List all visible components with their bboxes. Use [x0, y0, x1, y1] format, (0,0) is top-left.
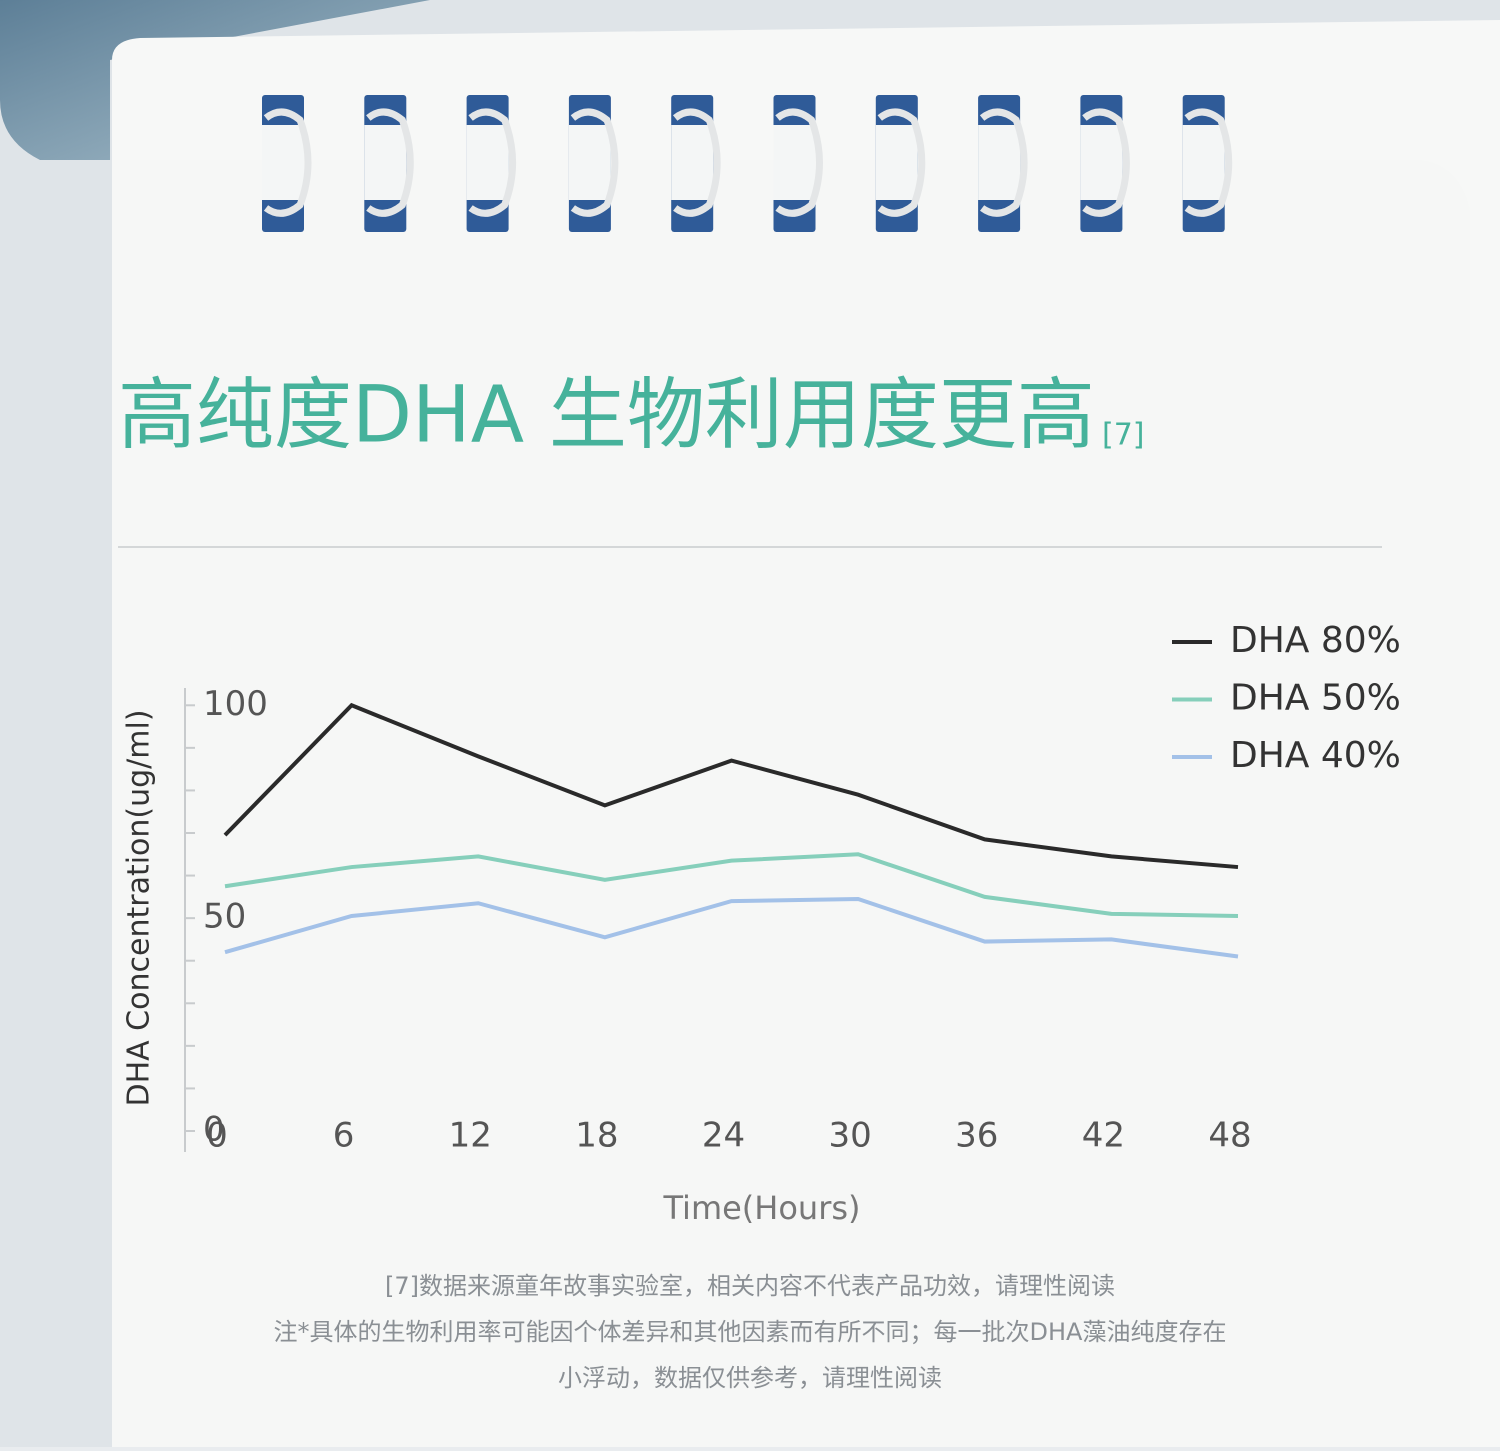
title-note: [7] — [1102, 418, 1145, 453]
legend-label: DHA 80% — [1230, 620, 1401, 661]
cover-corner — [0, 0, 430, 160]
ring-wire — [1184, 108, 1233, 217]
ring-wire — [877, 108, 926, 217]
ring-wire — [979, 108, 1028, 217]
ring-wire — [366, 108, 414, 217]
footnote: [7]数据来源童年故事实验室，相关内容不代表产品功效，请理性阅读 — [385, 1272, 1115, 1300]
ring-gap — [568, 125, 611, 200]
series-line — [223, 702, 1239, 870]
y-tick-label: 50 — [203, 897, 246, 937]
x-tick-label: 12 — [449, 1116, 492, 1156]
footnote: 注*具体的生物利用率可能因个体差异和其他因素而有所不同；每一批次DHA藻油纯度存… — [274, 1318, 1227, 1346]
ring-wire — [1082, 108, 1130, 217]
ring-wire — [468, 108, 517, 217]
footnote: 小浮动，数据仅供参考，请理性阅读 — [558, 1364, 942, 1392]
ring-gap — [671, 125, 714, 200]
x-tick-label: 0 — [206, 1116, 228, 1156]
ring-gap — [1080, 125, 1123, 200]
chart-title: 高纯度DHA 生物利用度更高 — [118, 370, 1095, 460]
ring-gap — [773, 125, 816, 200]
ring-gap — [262, 125, 304, 200]
ring-gap — [875, 125, 918, 200]
y-tick-label: 100 — [203, 684, 268, 724]
ring-wire — [263, 108, 312, 217]
ring-gap — [364, 125, 407, 200]
ring-gap — [1182, 125, 1225, 200]
x-tick-label: 18 — [575, 1116, 618, 1156]
x-tick-label: 36 — [955, 1116, 998, 1156]
series-line — [224, 896, 1239, 959]
legend-label: DHA 50% — [1230, 678, 1401, 719]
x-axis-label: Time(Hours) — [662, 1189, 860, 1227]
ring-gap — [466, 125, 509, 200]
ring-wire — [570, 108, 619, 217]
x-tick-label: 42 — [1082, 1116, 1125, 1156]
series-line — [224, 852, 1239, 919]
y-axis-label: DHA Concentration(ug/ml) — [122, 709, 157, 1106]
legend-label: DHA 40% — [1230, 735, 1401, 776]
y-tick-label: 0 — [203, 1110, 225, 1150]
x-tick-label: 24 — [702, 1116, 745, 1156]
ring-wire — [672, 108, 721, 217]
ring-wire — [775, 108, 823, 217]
ring-gap — [978, 125, 1021, 200]
x-tick-label: 30 — [828, 1116, 871, 1156]
rings — [262, 95, 1233, 232]
page-sheet — [112, 160, 1470, 1447]
x-tick-label: 6 — [333, 1116, 355, 1156]
x-tick-label: 48 — [1208, 1116, 1251, 1156]
